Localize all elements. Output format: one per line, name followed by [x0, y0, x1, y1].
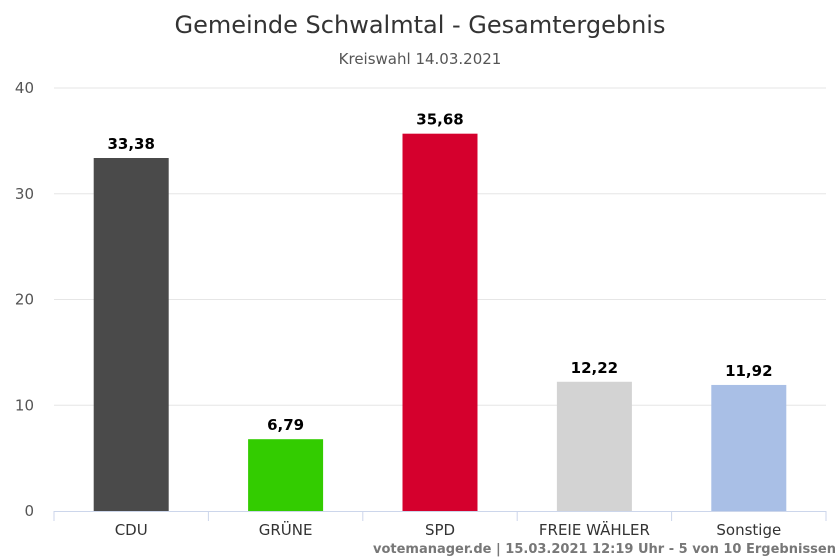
- bar-spd[interactable]: [402, 133, 478, 511]
- y-axis-ticks: 0 10 20 30 40: [15, 79, 34, 520]
- credit-text[interactable]: votemanager.de | 15.03.2021 12:19 Uhr - …: [373, 542, 836, 557]
- data-label: 11,92: [725, 362, 772, 380]
- bar-grüne[interactable]: [248, 439, 324, 511]
- x-category-label: CDU: [115, 521, 148, 539]
- bar-cdu[interactable]: [93, 158, 169, 511]
- x-category-label: SPD: [425, 521, 455, 539]
- data-label: 35,68: [416, 111, 463, 129]
- x-category-label: FREIE WÄHLER: [539, 520, 650, 539]
- bars: [93, 133, 787, 511]
- chart-title: Gemeinde Schwalmtal - Gesamtergebnis: [175, 11, 666, 39]
- data-labels: 33,38 6,79 35,68 12,22 11,92: [107, 111, 772, 435]
- x-axis-categories: CDU GRÜNE SPD FREIE WÄHLER Sonstige: [115, 520, 782, 539]
- x-category-label: Sonstige: [716, 521, 781, 539]
- data-label: 6,79: [267, 416, 304, 434]
- y-tick-label: 30: [15, 185, 34, 203]
- chart-subtitle: Kreiswahl 14.03.2021: [339, 50, 502, 68]
- data-label: 33,38: [107, 135, 154, 153]
- x-axis: [53, 511, 827, 521]
- y-tick-label: 40: [15, 79, 34, 97]
- y-tick-label: 10: [15, 396, 34, 414]
- y-tick-label: 20: [15, 291, 34, 309]
- data-label: 12,22: [571, 359, 618, 377]
- bar-sonstige[interactable]: [711, 384, 787, 511]
- x-category-label: GRÜNE: [259, 520, 313, 539]
- y-tick-label: 0: [24, 502, 34, 520]
- bar-freie-wähler[interactable]: [556, 381, 632, 511]
